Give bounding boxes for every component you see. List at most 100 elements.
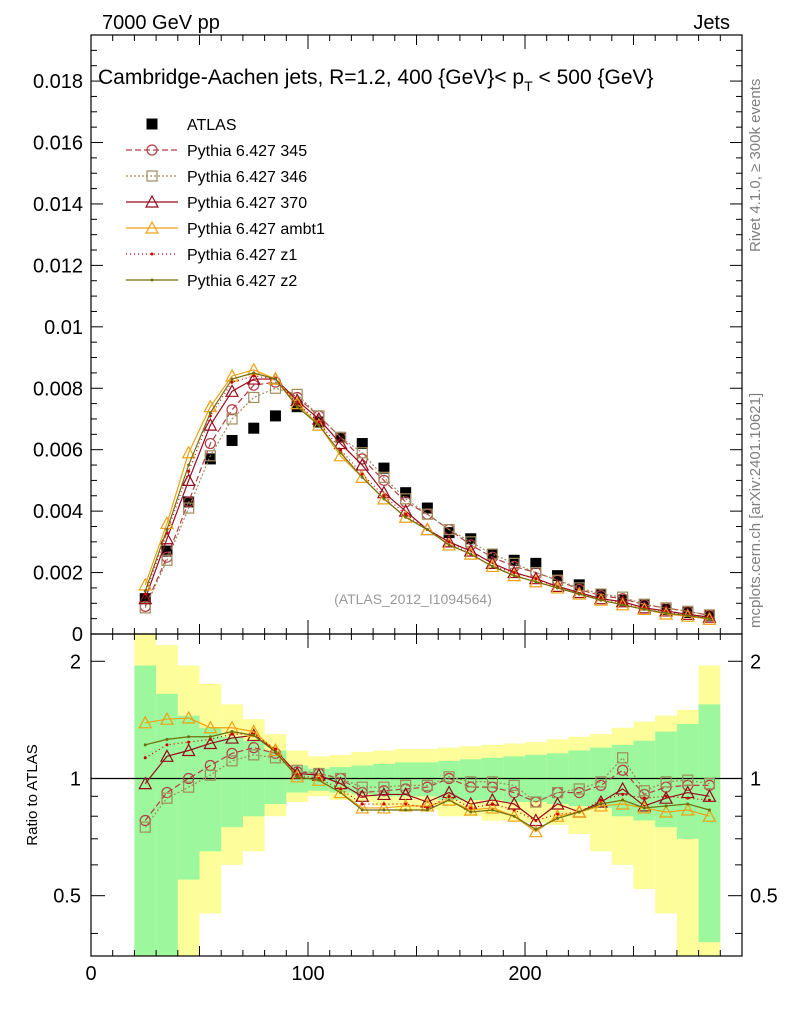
series-line-ambt1 [144, 369, 710, 620]
point-z2 [512, 574, 516, 578]
point-data [660, 603, 672, 615]
ratio-point-p346 [660, 776, 672, 788]
ratio-point-p345 [183, 772, 195, 785]
ratio-band-inner-bin [394, 762, 417, 797]
ratio-point-z2 [577, 810, 581, 814]
ratio-line-p345 [144, 747, 710, 821]
analysis-watermark: (ATLAS_2012_I1094564) [334, 591, 492, 607]
ratio-band-inner-bin [633, 740, 656, 821]
ratio-point-z1 [143, 756, 147, 760]
main-title-subscript: T [524, 78, 533, 94]
ratio-point-z1 [187, 740, 191, 744]
point-z2 [425, 528, 429, 532]
ratio-point-p346 [530, 796, 542, 808]
point-z2 [577, 592, 581, 596]
ratio-point-z2 [469, 810, 473, 814]
point-data [465, 533, 477, 545]
legend-label: Pythia 6.427 z2 [187, 273, 297, 290]
point-z2 [642, 607, 646, 611]
ratio-point-z2 [165, 737, 169, 741]
ratio-point-p346 [573, 783, 585, 795]
ratio-line-p370 [144, 734, 710, 822]
ratio-point-ambt1 [528, 824, 543, 838]
ratio-point-z2 [534, 827, 538, 831]
point-z2 [534, 580, 538, 584]
point-z2 [273, 377, 277, 381]
ratio-point-p370 [159, 749, 174, 762]
legend-label: Pythia 6.427 345 [187, 143, 307, 160]
main-y-tick-label: 0.014 [33, 194, 83, 216]
ratio-point-p346 [595, 776, 607, 788]
main-title: Cambridge-Aachen jets, R=1.2, 400 {GeV}<… [98, 66, 654, 94]
point-data [400, 487, 412, 499]
point-z1 [360, 472, 364, 476]
ratio-point-p346 [638, 785, 650, 797]
point-data [638, 599, 650, 611]
ratio-point-ambt1 [290, 769, 305, 783]
point-data [269, 410, 281, 422]
ratio-point-p346 [356, 781, 368, 793]
ratio-point-z1 [490, 802, 494, 806]
point-p370 [572, 585, 587, 599]
ratio-point-z1 [664, 794, 668, 798]
point-z2 [187, 463, 191, 467]
ratio-point-z1 [621, 792, 625, 796]
ratio-point-p346 [378, 781, 390, 793]
ratio-line-ambt1 [145, 717, 710, 833]
point-z2 [707, 617, 711, 621]
point-p346 [508, 557, 520, 569]
ratio-point-z2 [252, 733, 256, 737]
point-ambt1 [507, 568, 522, 582]
ratio-point-p346 [204, 769, 216, 781]
ratio-point-z1 [642, 796, 646, 800]
point-p370 [680, 607, 695, 620]
ratio-point-p370 [203, 736, 218, 750]
point-z1 [317, 420, 321, 424]
ratio-series-z2 [143, 730, 711, 831]
ratio-point-z2 [208, 735, 212, 739]
main-y-tick-label: 0.012 [33, 255, 83, 277]
point-ambt1 [376, 491, 391, 505]
point-data [161, 545, 173, 557]
point-p370 [181, 473, 196, 487]
point-p346 [421, 508, 433, 520]
point-data [204, 453, 216, 465]
mcplots-label: mcplots.cern.ch [arXiv:2401.10621] [747, 393, 764, 628]
point-p346 [204, 450, 216, 462]
point-p370 [659, 603, 674, 617]
point-p370 [225, 384, 240, 397]
ratio-point-z1 [404, 802, 408, 806]
ratio-point-z2 [143, 743, 147, 747]
ratio-point-ambt1 [376, 800, 391, 814]
ratio-point-ambt1 [138, 715, 153, 729]
point-p346 [269, 382, 282, 394]
ratio-point-z1 [382, 802, 386, 806]
x-tick-label: 200 [508, 963, 541, 985]
point-ambt1 [420, 522, 435, 536]
ratio-point-ambt1 [702, 808, 717, 822]
ratio-point-p370 [225, 730, 240, 744]
ratio-band-inner-bin [676, 724, 699, 839]
ratio-point-z2 [512, 814, 516, 818]
point-ambt1 [398, 510, 413, 523]
point-z2 [447, 543, 451, 547]
series-p345 [139, 376, 716, 621]
point-p370 [463, 543, 478, 557]
point-z1 [512, 571, 516, 575]
legend-label: ATLAS [187, 117, 237, 134]
ratio-band-inner-bin [134, 665, 157, 956]
ratio-point-z2 [360, 808, 364, 812]
ratio-point-ambt1 [659, 804, 674, 818]
point-p346 [183, 502, 195, 514]
legend: ATLAS Pythia 6.427 345 Pythia 6.427 346 Pyt… [126, 117, 325, 290]
legend-entry-p370: Pythia 6.427 370 [126, 194, 307, 212]
point-data [508, 554, 520, 566]
point-p346 [378, 471, 390, 483]
ratio-point-ambt1 [442, 792, 457, 806]
ratio-band-inner-bin [221, 736, 243, 828]
point-p370 [550, 579, 565, 592]
ratio-band-inner-bin [459, 759, 482, 801]
legend-entry-p346: Pythia 6.427 346 [126, 169, 307, 186]
point-z2 [490, 564, 494, 568]
